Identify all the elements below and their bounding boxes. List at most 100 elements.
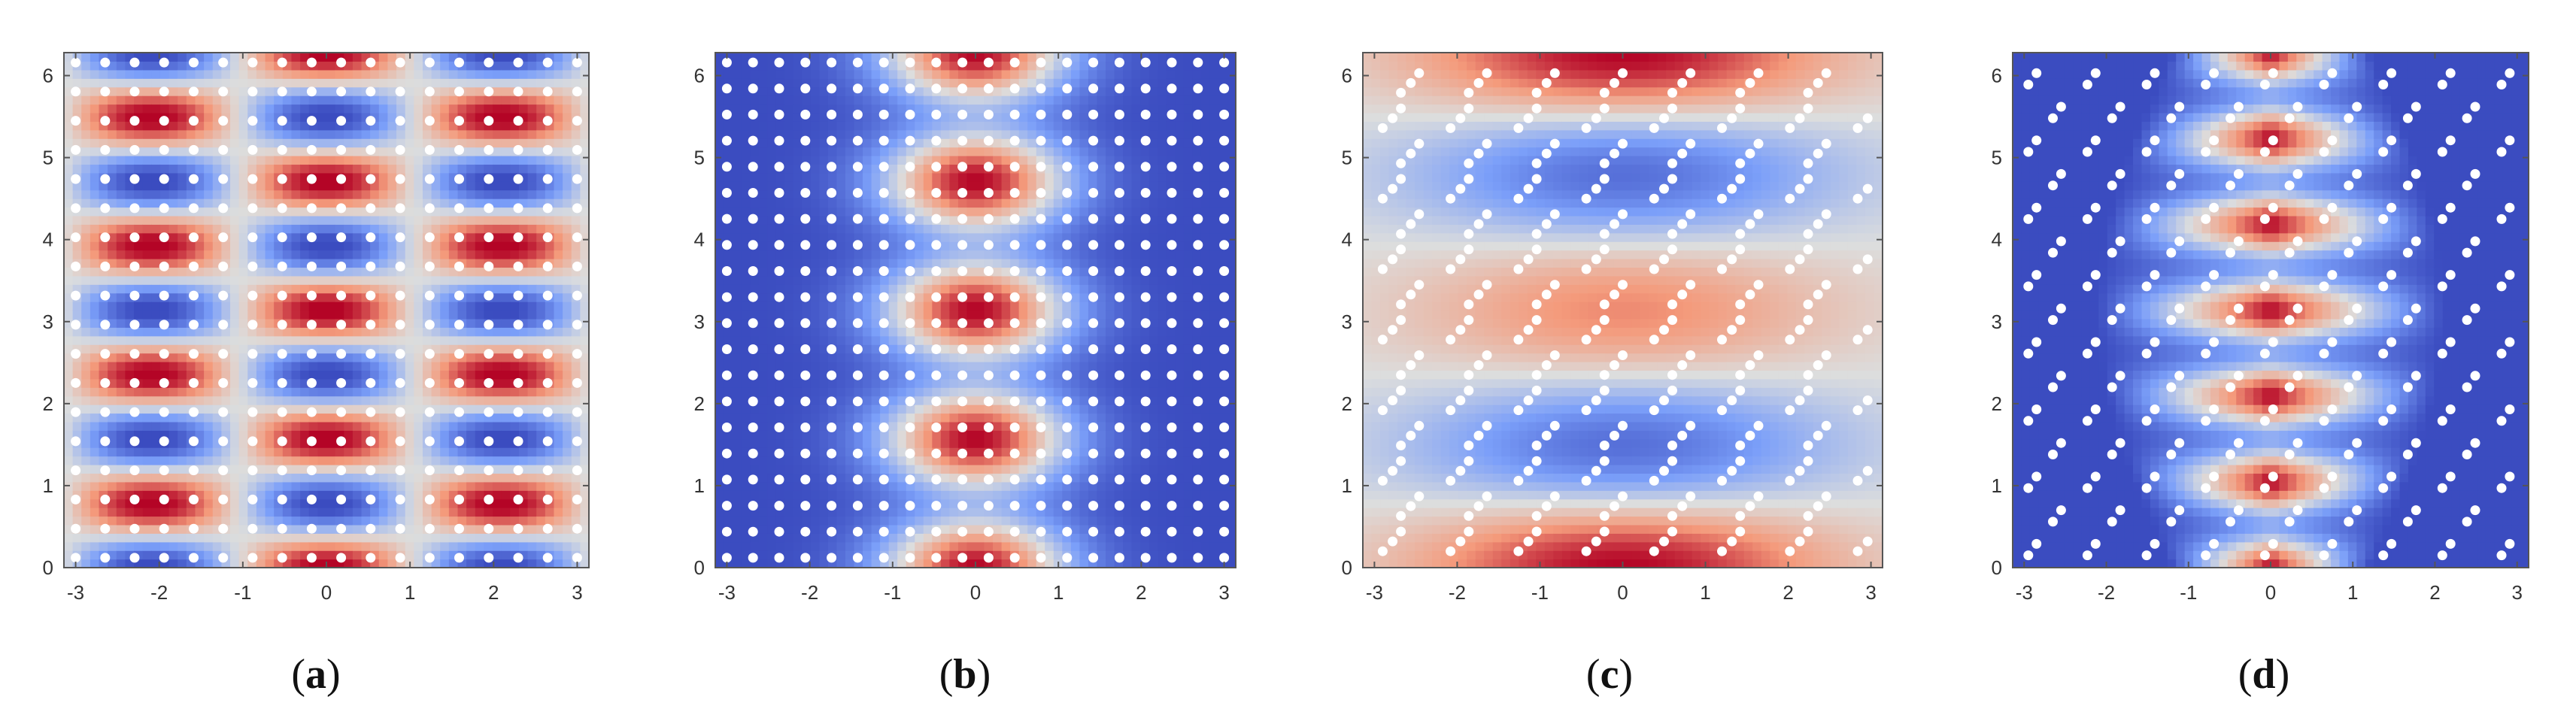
heatmap-cell <box>715 327 725 337</box>
heatmap-cell <box>733 301 742 311</box>
heatmap-cell <box>819 353 829 362</box>
sample-point <box>542 116 553 126</box>
heatmap-cell <box>466 456 476 465</box>
sample-point <box>484 320 494 330</box>
heatmap-cell <box>186 395 196 405</box>
heatmap-cell <box>256 241 266 251</box>
heatmap-cell <box>827 147 838 156</box>
heatmap-cell <box>116 156 126 165</box>
heatmap-cell <box>775 224 785 234</box>
heatmap-cell <box>265 481 275 491</box>
heatmap-cell <box>405 61 414 71</box>
heatmap-cell <box>854 438 863 448</box>
heatmap-cell <box>108 559 117 568</box>
heatmap-cell <box>256 189 266 199</box>
heatmap-cell <box>741 516 751 526</box>
heatmap-cell <box>387 259 397 268</box>
heatmap-cell <box>300 198 310 208</box>
heatmap-cell <box>64 61 74 71</box>
sample-point <box>542 174 553 184</box>
heatmap-cell <box>81 224 91 234</box>
heatmap-cell <box>344 275 353 285</box>
heatmap-cell <box>344 121 353 131</box>
heatmap-cell <box>414 181 423 191</box>
heatmap-cell <box>510 310 520 320</box>
heatmap-cell <box>265 301 275 311</box>
heatmap-cell <box>186 301 196 311</box>
heatmap-cell <box>387 69 397 79</box>
heatmap-cell <box>810 327 820 337</box>
heatmap-cell <box>142 481 152 491</box>
heatmap-cell <box>431 310 441 320</box>
heatmap-cell <box>440 104 450 114</box>
heatmap-cell <box>758 481 768 491</box>
heatmap-cell <box>256 533 266 543</box>
heatmap-cell <box>90 95 100 105</box>
heatmap-cell <box>81 395 91 405</box>
heatmap-cell <box>810 250 820 259</box>
heatmap-cell <box>177 112 187 122</box>
heatmap-cell <box>571 104 581 114</box>
heatmap-cell <box>317 490 327 500</box>
heatmap-cell <box>733 172 742 182</box>
heatmap-cell <box>352 61 363 71</box>
heatmap-cell <box>204 362 214 371</box>
heatmap-cell <box>510 421 520 431</box>
heatmap-cell <box>493 524 502 534</box>
heatmap-cell <box>291 104 301 114</box>
heatmap-cell <box>767 387 777 397</box>
heatmap-cell <box>819 327 829 337</box>
heatmap-cell <box>501 387 511 397</box>
heatmap-cell <box>545 95 555 105</box>
heatmap-cell <box>563 232 572 242</box>
heatmap-cell <box>151 533 161 543</box>
heatmap-cell <box>238 61 248 71</box>
heatmap-cell <box>352 395 363 405</box>
sample-point <box>218 349 229 359</box>
heatmap-cell <box>326 421 336 431</box>
heatmap-cell <box>414 559 423 568</box>
heatmap-cell <box>733 327 742 337</box>
heatmap-cell <box>414 215 423 225</box>
heatmap-cell <box>212 370 222 380</box>
heatmap-cell <box>81 207 91 217</box>
heatmap-cell <box>256 232 266 242</box>
heatmap-cell <box>265 318 275 328</box>
heatmap-cell <box>238 95 248 105</box>
heatmap-cell <box>854 284 863 294</box>
heatmap-cell <box>527 533 537 543</box>
heatmap-cell <box>212 164 222 174</box>
heatmap-cell <box>151 53 161 62</box>
heatmap-cell <box>282 370 293 380</box>
heatmap-cell <box>784 481 794 491</box>
heatmap-cell <box>580 387 590 397</box>
sample-point <box>277 116 287 126</box>
heatmap-cell <box>563 164 572 174</box>
heatmap-cell <box>767 259 777 268</box>
heatmap-cell <box>758 498 768 508</box>
heatmap-cell <box>291 533 301 543</box>
heatmap-cell <box>733 241 742 251</box>
heatmap-cell <box>475 241 484 251</box>
heatmap-cell <box>361 224 371 234</box>
heatmap-cell <box>810 473 820 483</box>
sample-point <box>189 232 199 243</box>
heatmap-cell <box>767 327 777 337</box>
heatmap-cell <box>466 465 476 474</box>
heatmap-cell <box>493 353 502 362</box>
heatmap-cell <box>108 541 117 551</box>
heatmap-cell <box>317 430 327 440</box>
heatmap-cell <box>108 404 117 414</box>
sample-point <box>277 261 287 271</box>
heatmap-cell <box>238 310 248 320</box>
heatmap-cell <box>793 207 803 217</box>
sample-point <box>484 523 494 534</box>
heatmap-cell <box>125 541 135 551</box>
heatmap-cell <box>125 447 135 457</box>
heatmap-cell <box>317 164 327 174</box>
heatmap-cell <box>344 164 353 174</box>
heatmap-cell <box>810 301 820 311</box>
heatmap-cell <box>758 404 768 414</box>
heatmap-cell <box>177 507 187 517</box>
heatmap-cell <box>317 69 327 79</box>
